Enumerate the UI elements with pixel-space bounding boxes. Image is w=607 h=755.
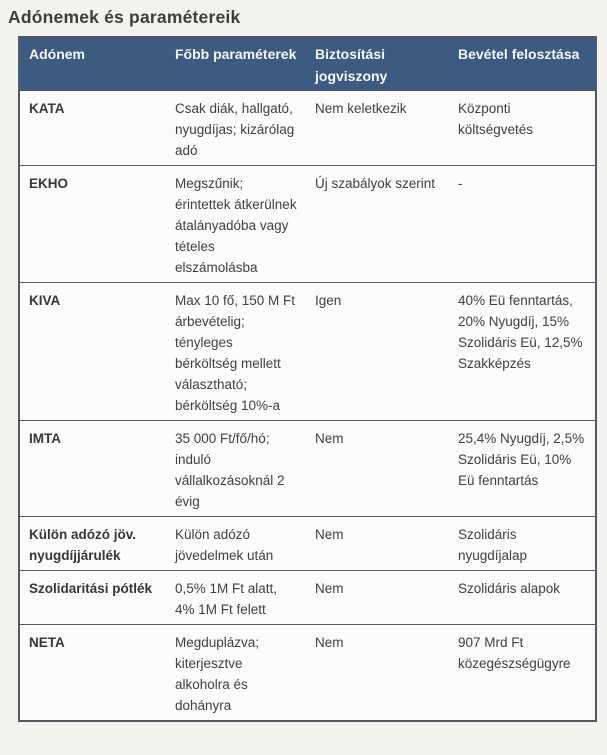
cell-main-params: Megduplázva; kiterjesztve alkoholra és d… [166, 624, 306, 721]
page-title: Adónemek és paramétereik [8, 7, 241, 27]
column-header-revenue: Bevétel felosztása [449, 37, 596, 91]
cell-revenue-allocation: 40% Eü fenntartás, 20% Nyugdíj, 15% Szol… [449, 282, 596, 421]
cell-tax-name: EKHO [19, 165, 166, 283]
table-row: Szolidaritási pótlék 0,5% 1M Ft alatt, 4… [19, 570, 596, 625]
table-row: IMTA 35 000 Ft/fő/hó; induló vállalkozás… [19, 420, 596, 517]
column-header-insurance: Biztosítási jogviszony [306, 37, 449, 91]
cell-main-params: 35 000 Ft/fő/hó; induló vállalkozásoknál… [166, 420, 306, 517]
cell-insurance-status: Nem [306, 624, 449, 721]
cell-main-params: 0,5% 1M Ft alatt, 4% 1M Ft felett [166, 570, 306, 625]
cell-main-params: Megszűnik; érintettek átkerülnek átalány… [166, 165, 306, 283]
cell-revenue-allocation: - [449, 165, 596, 283]
cell-revenue-allocation: Szolidáris nyugdíjalap [449, 516, 596, 571]
cell-revenue-allocation: 907 Mrd Ft közegészségügyre [449, 624, 596, 721]
cell-main-params: Max 10 fő, 150 M Ft árbevételig; tényleg… [166, 282, 306, 421]
cell-insurance-status: Új szabályok szerint [306, 165, 449, 283]
tax-types-table: Adónem Főbb paraméterek Biztosítási jogv… [18, 36, 597, 722]
column-header-main-params: Főbb paraméterek [166, 37, 306, 91]
cell-tax-name: KATA [19, 90, 166, 166]
table-row: KATA Csak diák, hallgató, nyugdíjas; kiz… [19, 90, 596, 166]
table-header-row: Adónem Főbb paraméterek Biztosítási jogv… [19, 37, 596, 91]
cell-revenue-allocation: Központi költségvetés [449, 90, 596, 166]
cell-main-params: Csak diák, hallgató, nyugdíjas; kizáróla… [166, 90, 306, 166]
cell-tax-name: Külön adózó jöv. nyugdíjjárulék [19, 516, 166, 571]
cell-main-params: Külön adózó jövedelmek után [166, 516, 306, 571]
cell-insurance-status: Nem [306, 570, 449, 625]
column-header-tax-name: Adónem [19, 37, 166, 91]
cell-insurance-status: Nem [306, 516, 449, 571]
cell-revenue-allocation: 25,4% Nyugdíj, 2,5% Szolidáris Eü, 10% E… [449, 420, 596, 517]
cell-tax-name: IMTA [19, 420, 166, 517]
table-row: NETA Megduplázva; kiterjesztve alkoholra… [19, 624, 596, 721]
table-row: Külön adózó jöv. nyugdíjjárulék Külön ad… [19, 516, 596, 571]
cell-insurance-status: Nem [306, 420, 449, 517]
cell-revenue-allocation: Szolidáris alapok [449, 570, 596, 625]
cell-tax-name: NETA [19, 624, 166, 721]
cell-tax-name: Szolidaritási pótlék [19, 570, 166, 625]
cell-tax-name: KIVA [19, 282, 166, 421]
table-row: EKHO Megszűnik; érintettek átkerülnek át… [19, 165, 596, 283]
cell-insurance-status: Nem keletkezik [306, 90, 449, 166]
cell-insurance-status: Igen [306, 282, 449, 421]
table-row: KIVA Max 10 fő, 150 M Ft árbevételig; té… [19, 282, 596, 421]
